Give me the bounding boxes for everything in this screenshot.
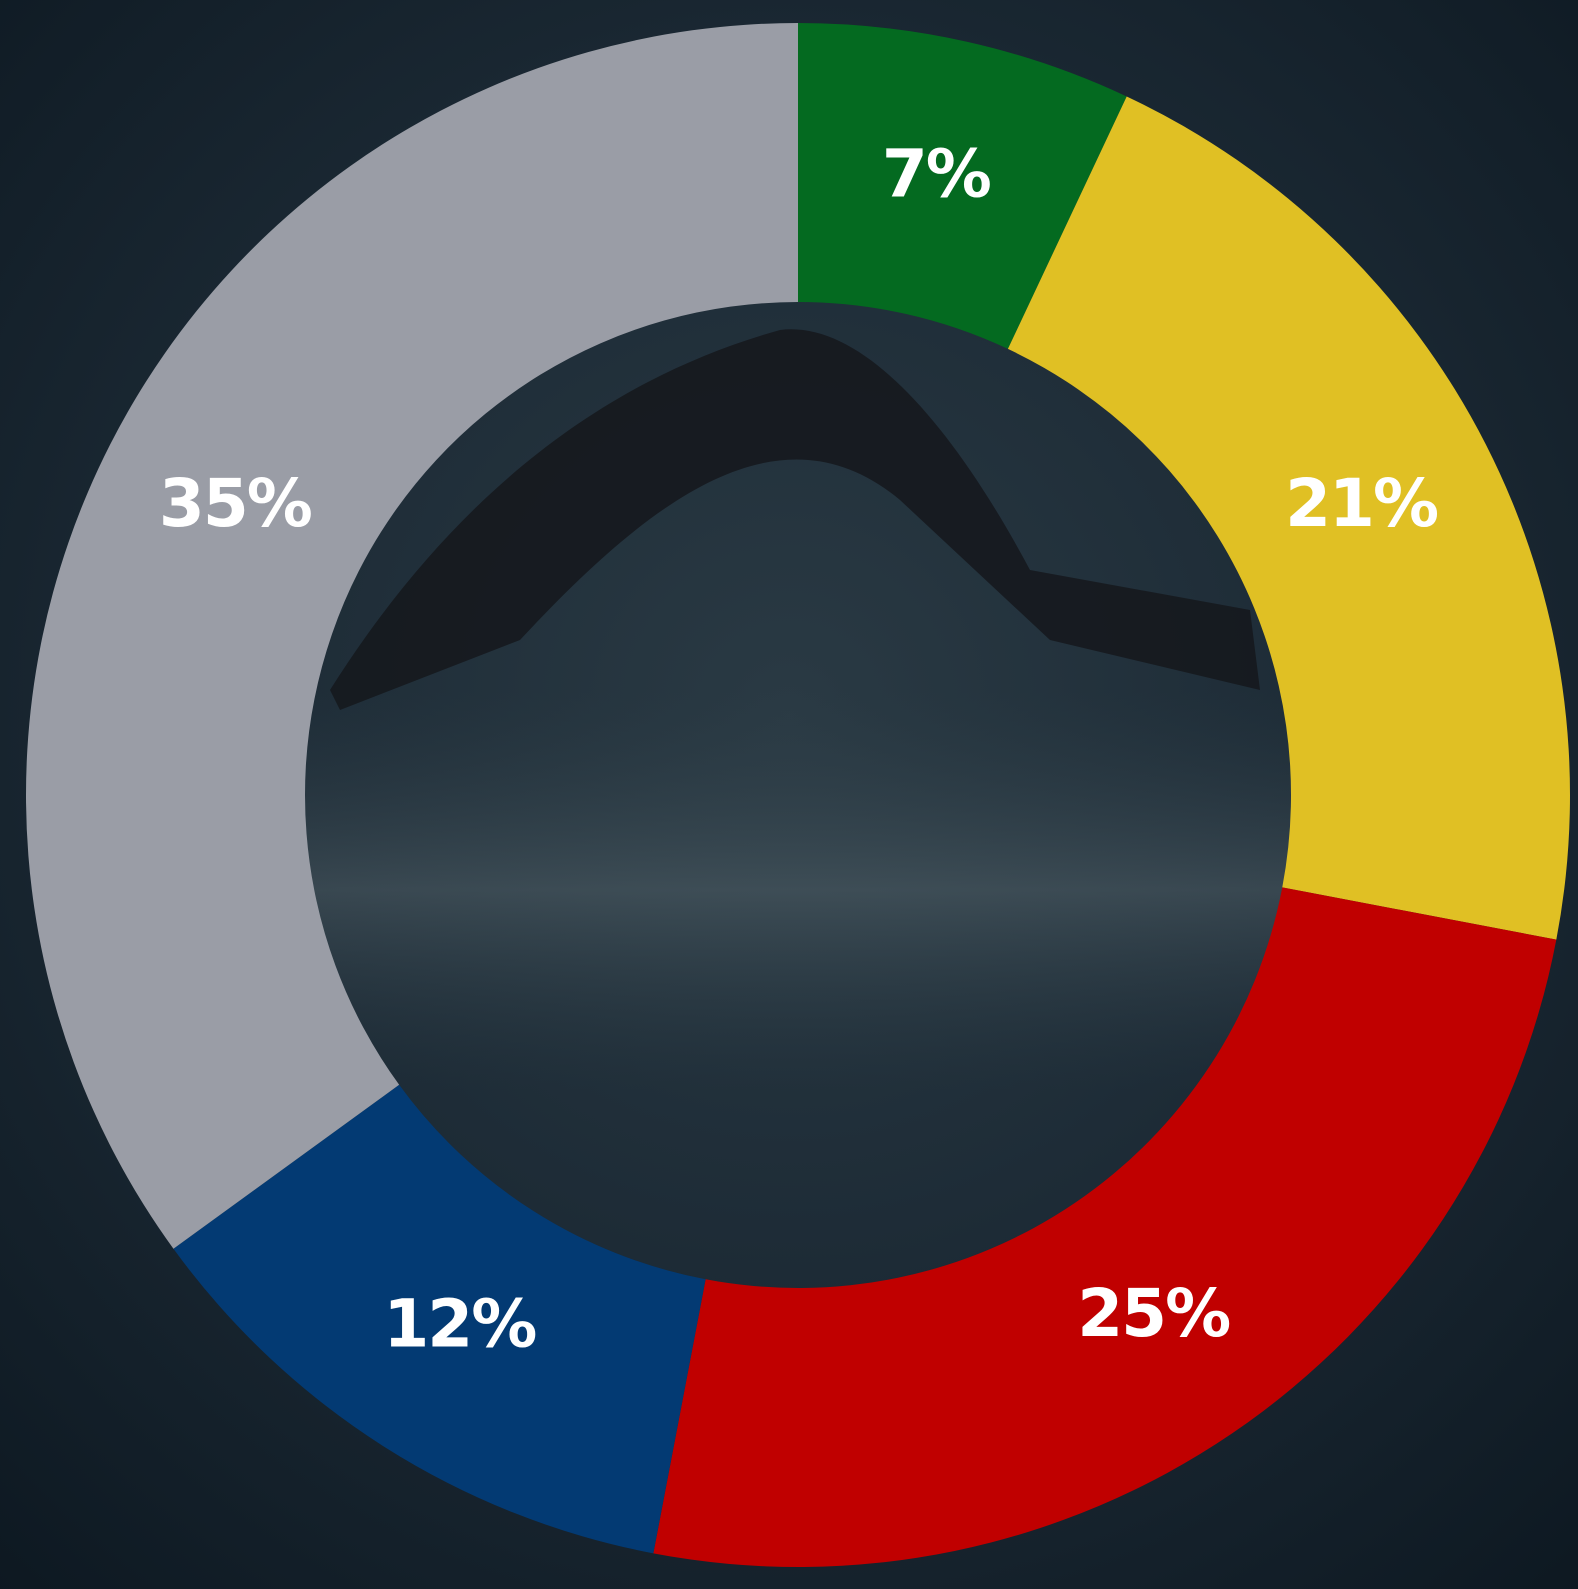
- value-label: 35%: [159, 465, 312, 542]
- value-label: 21%: [1285, 465, 1438, 542]
- value-label: 12%: [383, 1286, 536, 1363]
- chart: 7% 21% 25% 12% 35%: [0, 0, 1578, 1589]
- value-label: 25%: [1077, 1275, 1230, 1352]
- value-label: 7%: [882, 135, 991, 212]
- water-splash: [300, 690, 1300, 1090]
- page: 7%21%25%12%35% (() => { const data = JSO…: [0, 0, 1578, 1589]
